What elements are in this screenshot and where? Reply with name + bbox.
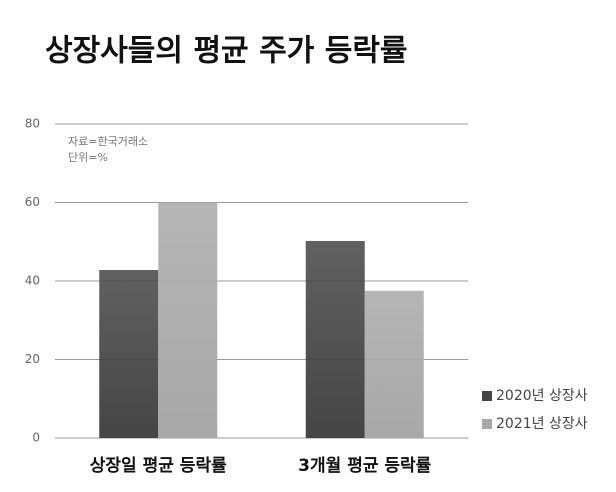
- legend-label: 2021년 상장사: [496, 416, 588, 432]
- x-tick-label: 3개월 평균 등락률: [298, 456, 432, 476]
- y-tick-label: 60: [25, 195, 40, 209]
- legend-swatch: [482, 391, 492, 401]
- bar: [305, 240, 365, 438]
- y-tick-label: 20: [25, 352, 40, 366]
- bar: [364, 290, 424, 438]
- x-tick-label: 상장일 평균 등락률: [90, 456, 227, 476]
- bar: [158, 202, 218, 438]
- source-note: 자료=한국거래소: [68, 135, 148, 148]
- y-tick-label: 40: [25, 274, 40, 288]
- y-tick-label: 80: [25, 117, 40, 131]
- unit-note: 단위=%: [68, 151, 108, 164]
- y-tick-label: 0: [32, 431, 40, 445]
- chart-title: 상장사들의 평균 주가 등락률: [45, 34, 408, 69]
- legend-swatch: [482, 419, 492, 429]
- legend-label: 2020년 상장사: [496, 388, 588, 404]
- bar: [99, 270, 159, 438]
